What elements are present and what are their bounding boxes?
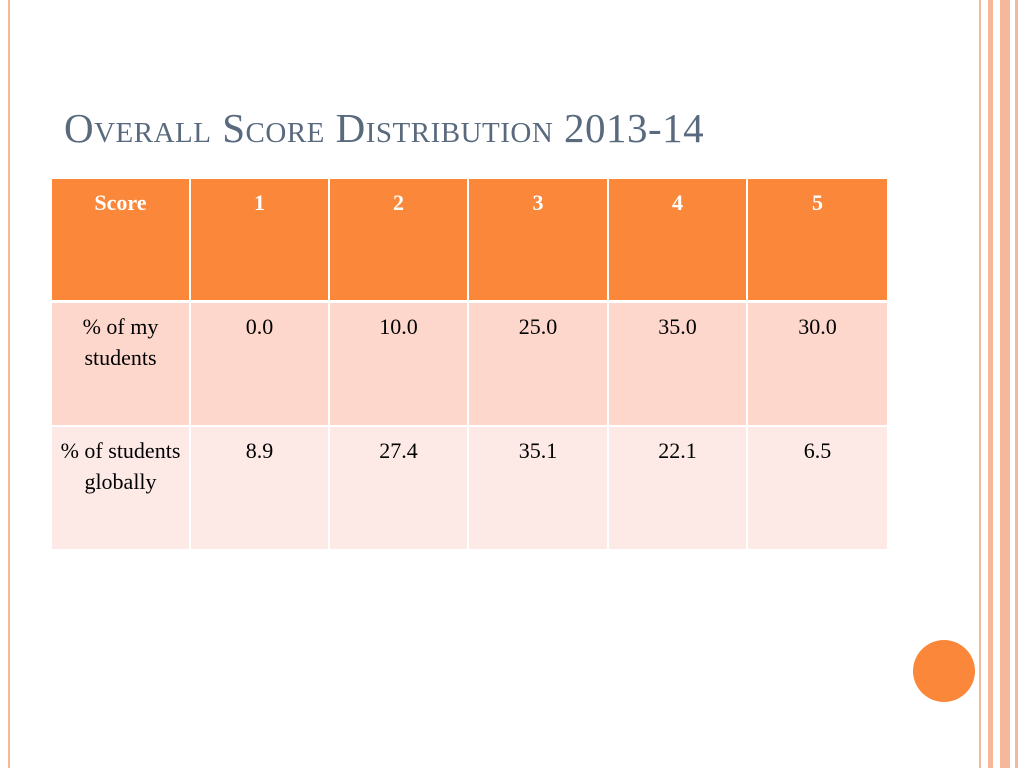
- header-cell-4: 4: [609, 179, 748, 303]
- table-cell: 35.1: [469, 427, 609, 549]
- header-cell-2: 2: [330, 179, 469, 303]
- header-cell-5: 5: [748, 179, 887, 303]
- right-border-line-2: [988, 0, 993, 768]
- table-cell: 25.0: [469, 303, 609, 427]
- right-border-line-1: [979, 0, 981, 768]
- row-label-my-students: % of my students: [52, 303, 191, 427]
- score-distribution-table: Score 1 2 3 4 5 % of my students 0.0 10.…: [52, 179, 887, 549]
- table-row: % of students globally 8.9 27.4 35.1 22.…: [52, 427, 887, 549]
- table-row: % of my students 0.0 10.0 25.0 35.0 30.0: [52, 303, 887, 427]
- header-cell-1: 1: [191, 179, 330, 303]
- table-cell: 27.4: [330, 427, 469, 549]
- header-cell-3: 3: [469, 179, 609, 303]
- right-border-line-4: [1015, 0, 1018, 768]
- slide-title: Overall Score Distribution 2013-14: [64, 105, 705, 151]
- table-cell: 0.0: [191, 303, 330, 427]
- table-cell: 30.0: [748, 303, 887, 427]
- table-cell: 6.5: [748, 427, 887, 549]
- table-cell: 10.0: [330, 303, 469, 427]
- table-cell: 22.1: [609, 427, 748, 549]
- left-border-line: [8, 0, 10, 768]
- table-cell: 35.0: [609, 303, 748, 427]
- right-border-line-3: [1000, 0, 1010, 768]
- table-cell: 8.9: [191, 427, 330, 549]
- row-label-students-globally: % of students globally: [52, 427, 191, 549]
- decorative-circle: [913, 640, 975, 702]
- table-header-row: Score 1 2 3 4 5: [52, 179, 887, 303]
- header-cell-score: Score: [52, 179, 191, 303]
